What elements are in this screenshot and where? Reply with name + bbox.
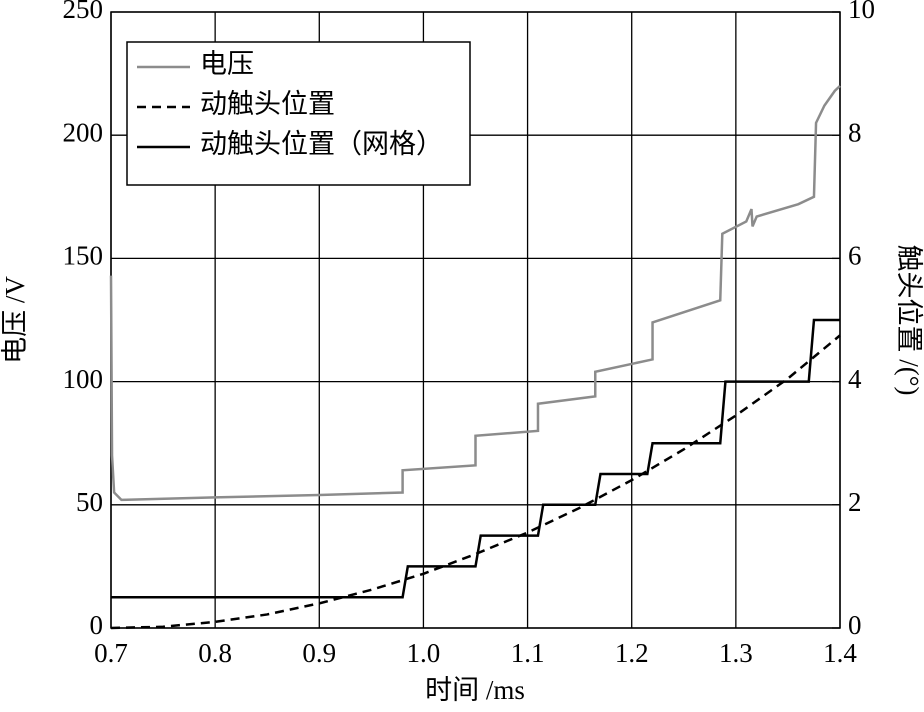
series-line [110, 334, 841, 630]
x-tick-label: 0.7 [94, 638, 128, 668]
series-line [109, 85, 841, 502]
legend-label: 电压 [200, 49, 254, 79]
y2-tick-label: 4 [848, 364, 862, 394]
y-axis-title: 电压 /V [0, 276, 30, 364]
y2-tick-label: 10 [848, 0, 875, 24]
y-tick-label: 100 [63, 364, 104, 394]
series-line [111, 318, 840, 599]
legend-label: 动触头位置 [200, 89, 335, 119]
legend-label: 动触头位置（网格） [200, 129, 443, 159]
y2-tick-label: 0 [848, 610, 862, 640]
y-tick-label: 50 [76, 487, 103, 517]
y2-tick-label: 8 [848, 117, 862, 147]
x-axis-title: 时间 /ms [425, 675, 525, 705]
y2-tick-label: 2 [848, 487, 862, 517]
x-tick-label: 1.1 [511, 638, 545, 668]
y-tick-label: 0 [90, 610, 104, 640]
x-tick-label: 0.9 [302, 638, 336, 668]
x-tick-label: 1.2 [615, 638, 649, 668]
x-tick-label: 1.3 [719, 638, 753, 668]
x-tick-label: 1.4 [823, 638, 857, 668]
y2-axis-title: 触头位置 /(°) [894, 244, 924, 395]
y-tick-label: 200 [63, 117, 104, 147]
y-tick-label: 150 [63, 241, 104, 271]
y2-tick-label: 6 [848, 241, 862, 271]
y-tick-label: 250 [63, 0, 104, 24]
x-tick-label: 1.0 [407, 638, 441, 668]
x-tick-label: 0.8 [198, 638, 232, 668]
